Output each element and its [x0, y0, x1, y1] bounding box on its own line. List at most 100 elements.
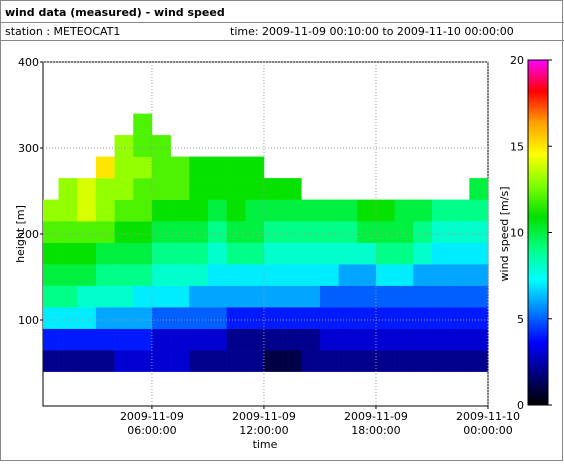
heat-cell: [151, 328, 171, 351]
y-tick-label: 300: [18, 142, 39, 155]
heat-cell: [170, 328, 190, 351]
heat-cell: [58, 285, 78, 308]
heat-cell: [189, 178, 209, 200]
heat-cell: [263, 221, 283, 243]
heat-cell: [338, 264, 358, 286]
heat-cell: [282, 264, 302, 286]
heat-cell: [226, 328, 246, 351]
heat-cell: [431, 221, 451, 243]
heat-cell: [133, 113, 153, 136]
heat-cell: [207, 242, 227, 265]
heat-cell: [431, 199, 451, 222]
heat-cell: [469, 285, 489, 308]
heat-cell: [114, 156, 134, 179]
heat-cell: [357, 285, 377, 308]
heat-cell: [431, 328, 451, 351]
heat-cell: [282, 178, 302, 200]
heat-cell: [58, 199, 78, 222]
heat-cell: [207, 307, 227, 329]
heat-cell: [375, 242, 395, 265]
heat-cell: [357, 199, 377, 222]
heat-cell: [263, 307, 283, 329]
heat-cell: [189, 242, 209, 265]
heat-cell: [263, 328, 283, 351]
heat-cell: [207, 199, 227, 222]
heat-cell: [226, 242, 246, 265]
heat-cell: [394, 328, 414, 351]
y-axis-label: height [m]: [14, 205, 27, 263]
heat-cell: [226, 264, 246, 286]
heat-cell: [114, 199, 134, 222]
heat-cell: [450, 199, 470, 222]
heat-cell: [151, 178, 171, 200]
x-tick-label: 2009-11-09 18:00:00: [344, 410, 408, 437]
heat-cell: [95, 307, 115, 329]
heat-cell: [43, 264, 59, 286]
heat-cell: [319, 221, 339, 243]
heat-cell: [245, 156, 265, 179]
chart-title: wind data (measured) - wind speed: [5, 6, 225, 19]
heat-cell: [77, 350, 97, 372]
heat-cell: [133, 307, 153, 329]
colorbar-tick-label: 20: [510, 54, 524, 67]
heat-cell: [469, 350, 489, 372]
heat-cell: [114, 135, 134, 157]
heat-cell: [189, 350, 209, 372]
heat-cell: [431, 264, 451, 286]
heat-cell: [170, 307, 190, 329]
heat-cell: [245, 264, 265, 286]
heat-cell: [282, 285, 302, 308]
heat-cell: [394, 264, 414, 286]
heat-cell: [301, 221, 321, 243]
heat-cell: [43, 221, 59, 243]
heat-cell: [245, 285, 265, 308]
heat-cell: [151, 307, 171, 329]
heat-cell: [357, 328, 377, 351]
colorbar-tick-label: 5: [517, 313, 524, 326]
heat-cell: [77, 264, 97, 286]
heat-cell: [413, 264, 433, 286]
heat-cell: [189, 156, 209, 179]
heat-cell: [58, 242, 78, 265]
heat-cell: [151, 242, 171, 265]
heat-cell: [95, 221, 115, 243]
heat-cell: [319, 307, 339, 329]
heat-cell: [319, 350, 339, 372]
heat-cell: [77, 285, 97, 308]
heat-cell: [133, 285, 153, 308]
heat-cell: [114, 221, 134, 243]
heat-cell: [394, 285, 414, 308]
heat-cell: [226, 178, 246, 200]
heat-cell: [77, 307, 97, 329]
heat-cell: [114, 242, 134, 265]
heat-cell: [58, 221, 78, 243]
heat-cell: [114, 350, 134, 372]
heat-cell: [151, 199, 171, 222]
heat-cell: [469, 264, 489, 286]
heat-cell: [319, 264, 339, 286]
heat-cell: [450, 285, 470, 308]
heat-cell: [207, 350, 227, 372]
heat-cell: [189, 264, 209, 286]
heat-cell: [301, 307, 321, 329]
heat-cell: [95, 178, 115, 200]
x-tick-label: 2009-11-10 00:00:00: [456, 410, 520, 437]
heat-cell: [394, 242, 414, 265]
heat-cell: [133, 221, 153, 243]
heat-cell: [226, 199, 246, 222]
heat-cell: [301, 350, 321, 372]
heat-cell: [450, 328, 470, 351]
heat-cell: [375, 350, 395, 372]
heat-cell: [394, 307, 414, 329]
heat-cell: [413, 328, 433, 351]
y-tick-label: 400: [18, 56, 39, 69]
heat-cell: [95, 264, 115, 286]
heat-cell: [189, 199, 209, 222]
heat-cell: [357, 350, 377, 372]
heat-cell: [338, 285, 358, 308]
heat-cell: [170, 199, 190, 222]
heat-cell: [226, 221, 246, 243]
time-range: time: 2009-11-09 00:10:00 to 2009-11-10 …: [230, 25, 514, 38]
heat-cell: [450, 221, 470, 243]
